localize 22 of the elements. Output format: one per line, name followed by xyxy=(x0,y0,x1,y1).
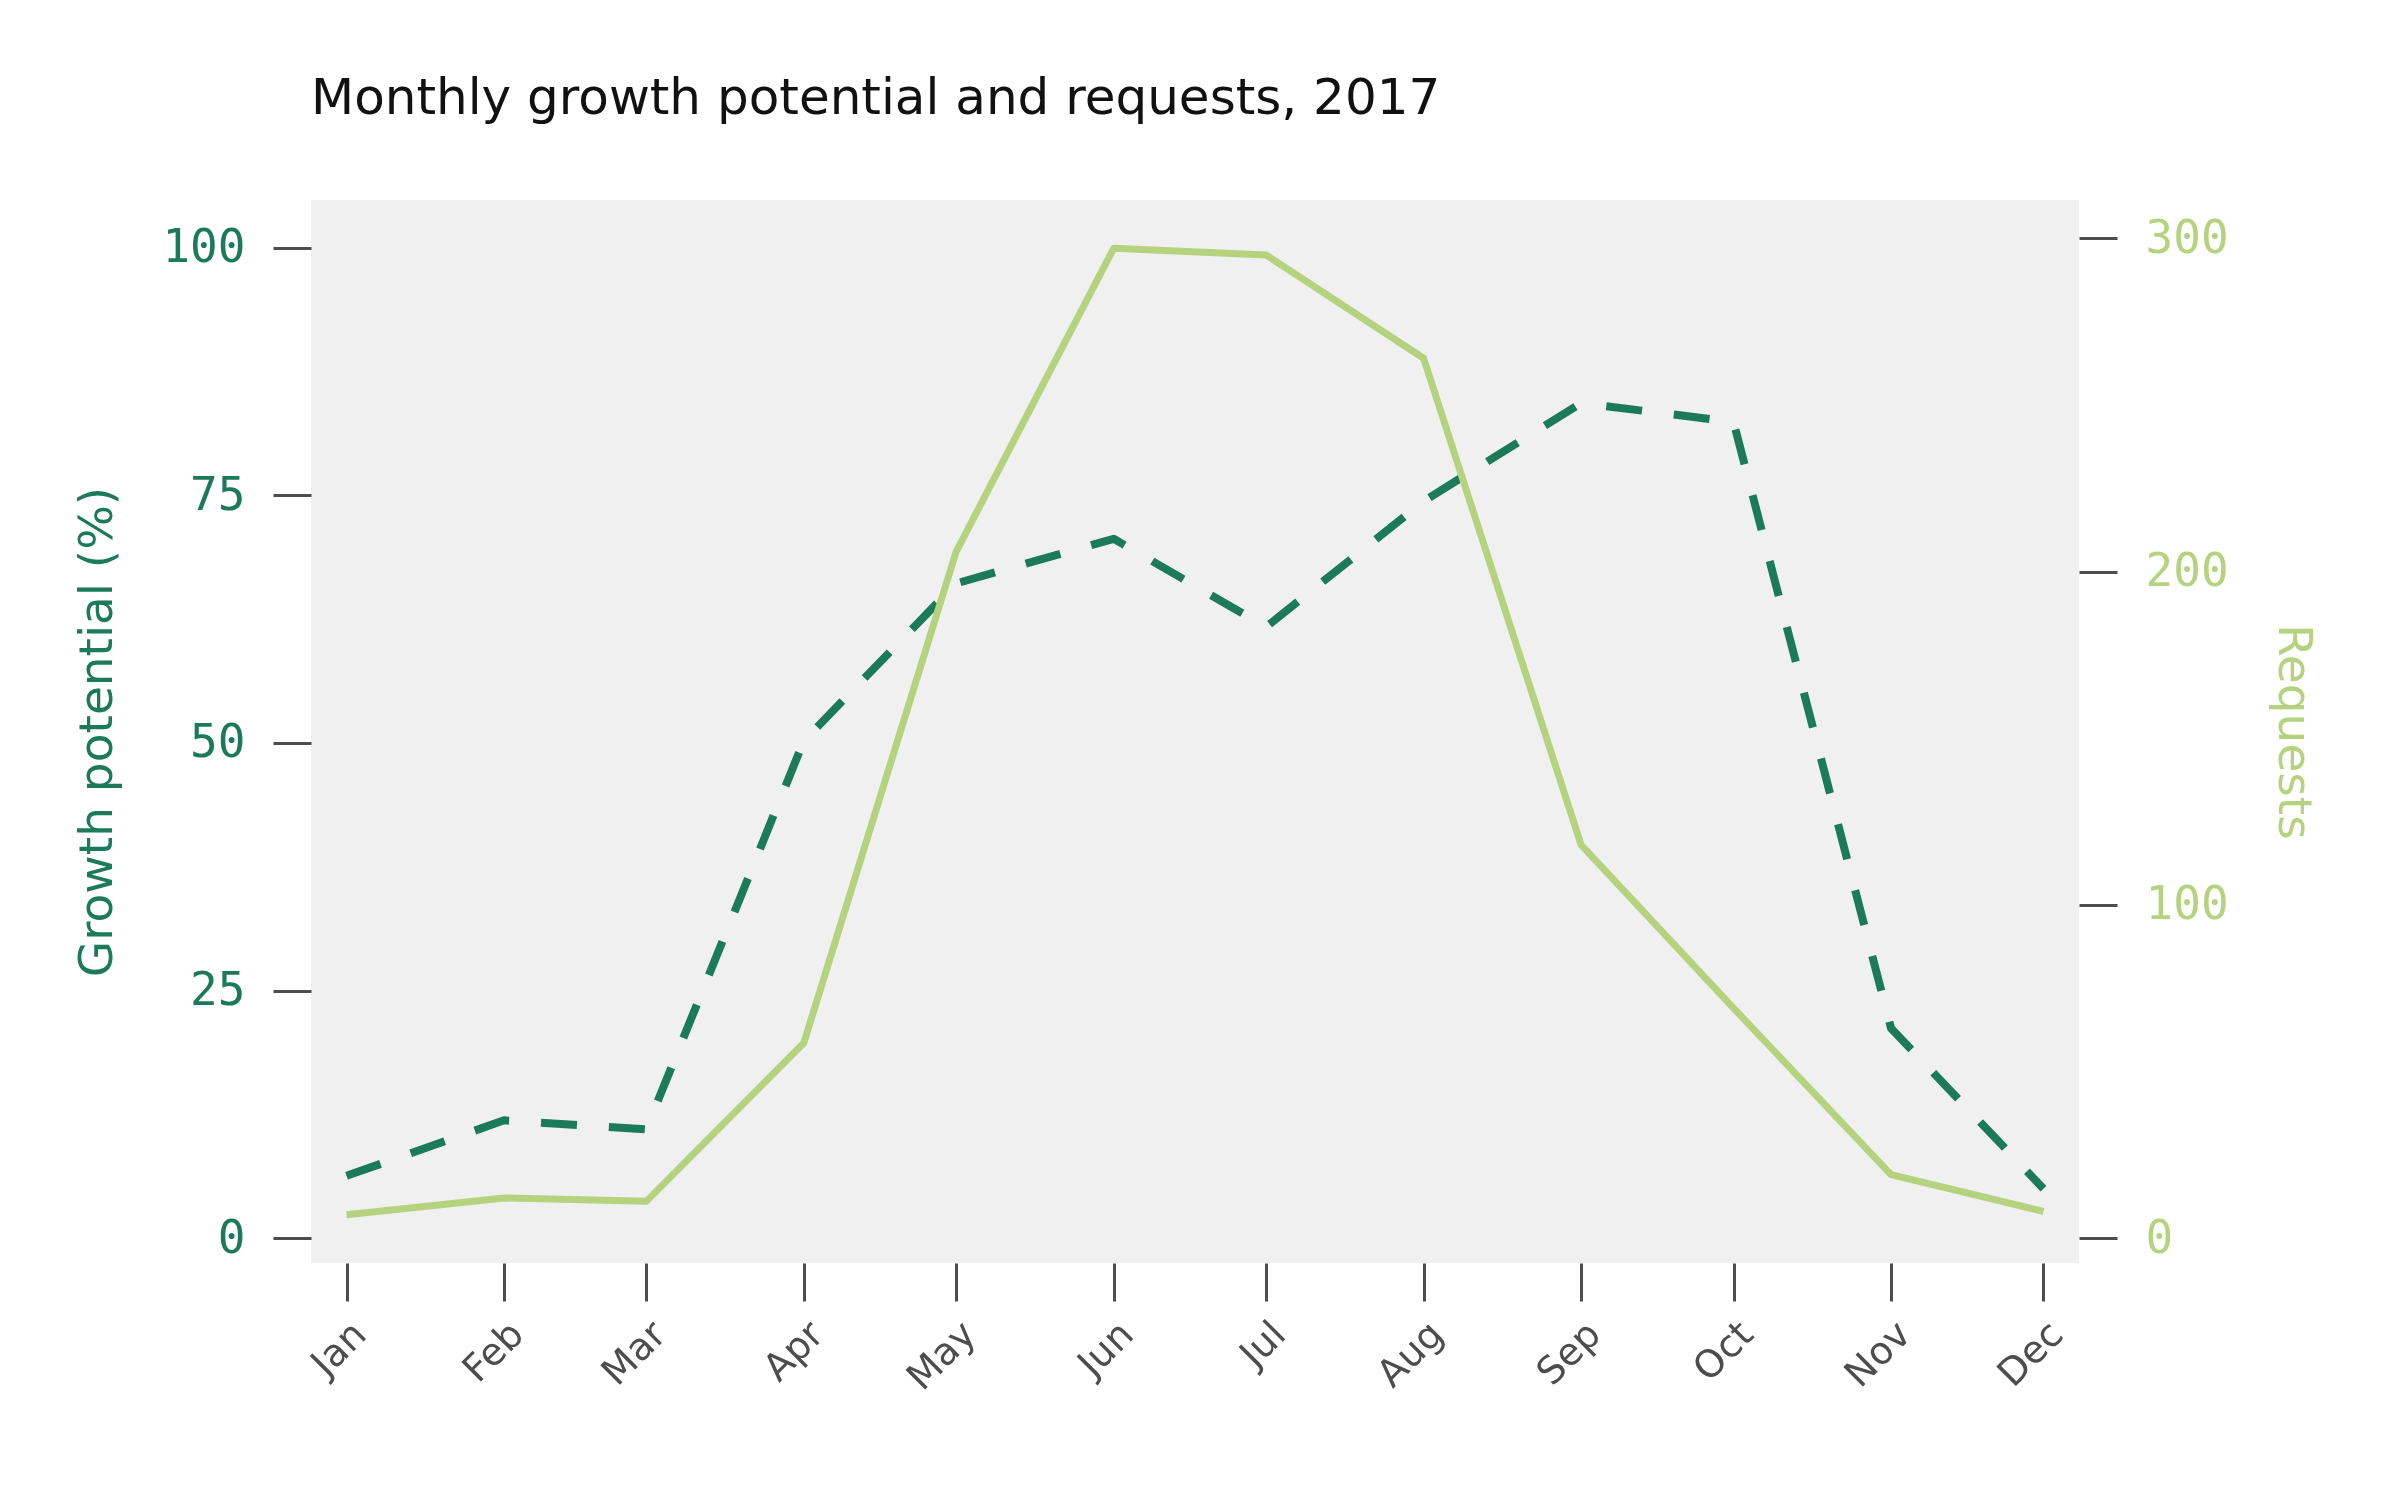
x-tick-label: Nov xyxy=(1835,1311,1920,1396)
y-tick-label: 50 xyxy=(190,714,246,769)
y2-tick-label: 0 xyxy=(2145,1209,2174,1264)
y-tick-label: 0 xyxy=(217,1209,246,1264)
y2-tick-label: 300 xyxy=(2145,209,2229,264)
y2-tick-label: 100 xyxy=(2145,876,2229,931)
x-tick-label: Jun xyxy=(1067,1311,1142,1387)
y-tick-label: 25 xyxy=(190,962,246,1017)
x-tick-label: Dec xyxy=(1988,1311,2072,1396)
x-tick-label: Apr xyxy=(754,1311,833,1390)
y2-tick-label: 200 xyxy=(2145,543,2229,598)
x-tick-label: Sep xyxy=(1527,1311,1610,1394)
x-tick-label: Oct xyxy=(1684,1311,1762,1390)
y-axis-title: Growth potential (%) xyxy=(68,486,124,978)
y-tick-label: 75 xyxy=(190,466,246,521)
x-tick-label: Mar xyxy=(592,1311,675,1394)
x-tick-label: Jul xyxy=(1229,1311,1295,1377)
y2-axis-title: Requests xyxy=(2267,624,2323,840)
y-tick-label: 100 xyxy=(162,219,246,274)
chart-title: Monthly growth potential and requests, 2017 xyxy=(311,68,1441,126)
x-tick-label: Feb xyxy=(453,1311,533,1391)
x-tick-label: Jan xyxy=(300,1311,375,1386)
